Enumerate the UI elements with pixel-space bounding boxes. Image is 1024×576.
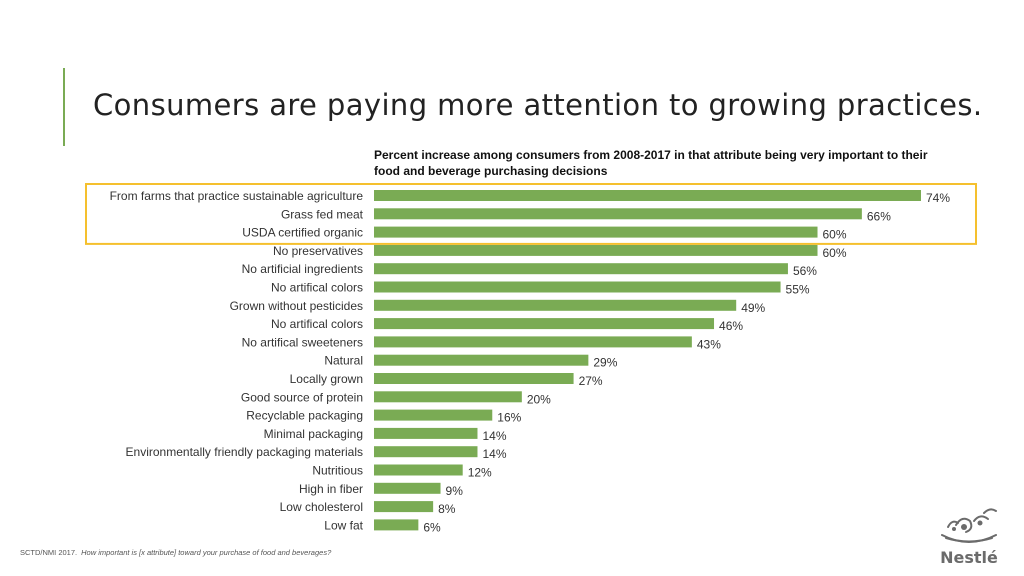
highlight-box [85,183,977,245]
bar [374,409,493,421]
value-label: 27% [579,374,603,388]
category-label: No artificial ingredients [242,262,363,276]
value-label: 49% [741,301,765,315]
bar [374,226,818,238]
value-label: 66% [867,209,891,223]
bar [374,281,781,293]
value-label: 60% [823,246,847,260]
bar [374,519,419,531]
nest-birds-icon [941,508,997,543]
category-label: No artifical colors [271,317,363,331]
bar [374,464,463,476]
category-label: High in fiber [299,482,363,496]
category-label: Grass fed meat [281,207,364,221]
category-label: USDA certified organic [242,226,363,240]
bar [374,244,818,256]
value-label: 29% [593,356,617,370]
value-label: 20% [527,392,551,406]
footnote-question: How important is [x attribute] toward yo… [81,548,332,557]
nestle-logo: Nestlé [934,505,1004,567]
category-label: No preservatives [273,244,363,258]
value-label: 14% [482,429,506,443]
category-label: Environmentally friendly packaging mater… [126,445,363,459]
bar [374,318,715,330]
value-label: 8% [438,502,456,516]
highlight-group [85,183,977,245]
chart-title: Percent increase among consumers from 20… [374,148,928,178]
bar [374,263,788,275]
bar [374,373,574,384]
logo-wordmark: Nestlé [940,548,998,567]
slide-title: Consumers are paying more attention to g… [93,88,983,122]
value-label: 46% [719,319,743,333]
value-label: 12% [468,466,492,480]
bar [374,190,921,201]
value-label: 16% [497,411,521,425]
title-accent-line [63,68,65,146]
value-label: 55% [786,283,810,297]
value-label: 60% [823,228,847,242]
bars-group: From farms that practice sustainable agr… [110,189,951,534]
category-label: No artifical colors [271,281,363,295]
value-label: 6% [423,520,441,534]
bar [374,501,434,513]
category-label: Grown without pesticides [230,299,363,313]
category-label: Locally grown [290,372,363,386]
value-label: 14% [482,447,506,461]
bar [374,354,589,366]
value-label: 9% [446,484,464,498]
category-label: Recyclable packaging [246,409,363,423]
bar [374,299,737,311]
bar [374,208,862,220]
value-label: 43% [697,337,721,351]
bar [374,446,478,458]
category-label: Minimal packaging [264,427,363,441]
bar [374,482,441,494]
bar [374,336,692,348]
category-label: From farms that practice sustainable agr… [110,189,364,203]
value-label: 74% [926,191,950,205]
footnote-source: SCTD/NMI 2017. [20,548,78,557]
category-label: Good source of protein [241,390,363,404]
bar [374,427,478,439]
bar [374,391,522,403]
value-label: 56% [793,264,817,278]
category-label: No artifical sweeteners [242,335,363,349]
category-label: Nutritious [312,464,363,478]
footnote: SCTD/NMI 2017. How important is [x attrib… [20,548,331,557]
category-label: Low fat [324,518,363,532]
category-label: Low cholesterol [280,500,363,514]
category-label: Natural [324,354,363,368]
